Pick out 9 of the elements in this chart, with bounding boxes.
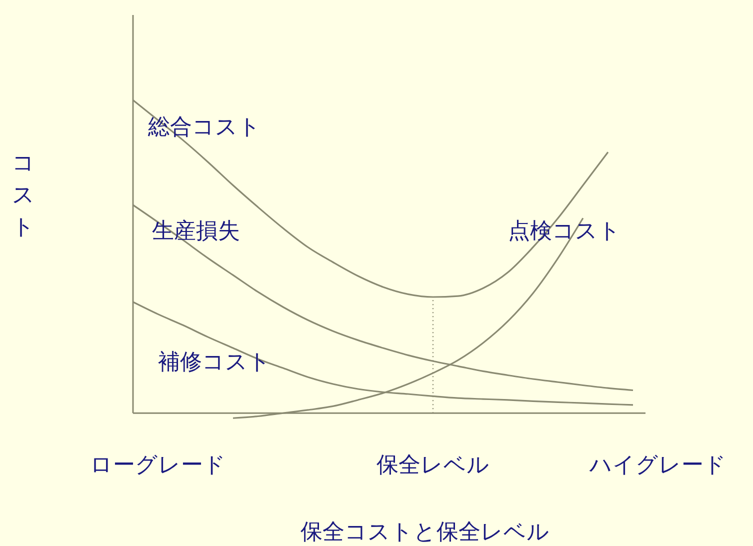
- series-label: 補修コスト: [158, 349, 271, 377]
- x-axis-title: 保全コストと保全レベル: [300, 519, 550, 546]
- x-tick-label: ローグレード: [90, 452, 226, 480]
- series-label: 総合コスト: [148, 114, 261, 142]
- x-tick-label: ハイグレード: [590, 452, 726, 480]
- series-label: 点検コスト: [508, 218, 621, 246]
- y-axis-title: コスト: [12, 150, 36, 242]
- series-label: 生産損失: [152, 218, 240, 246]
- x-tick-label: 保全レベル: [376, 452, 490, 480]
